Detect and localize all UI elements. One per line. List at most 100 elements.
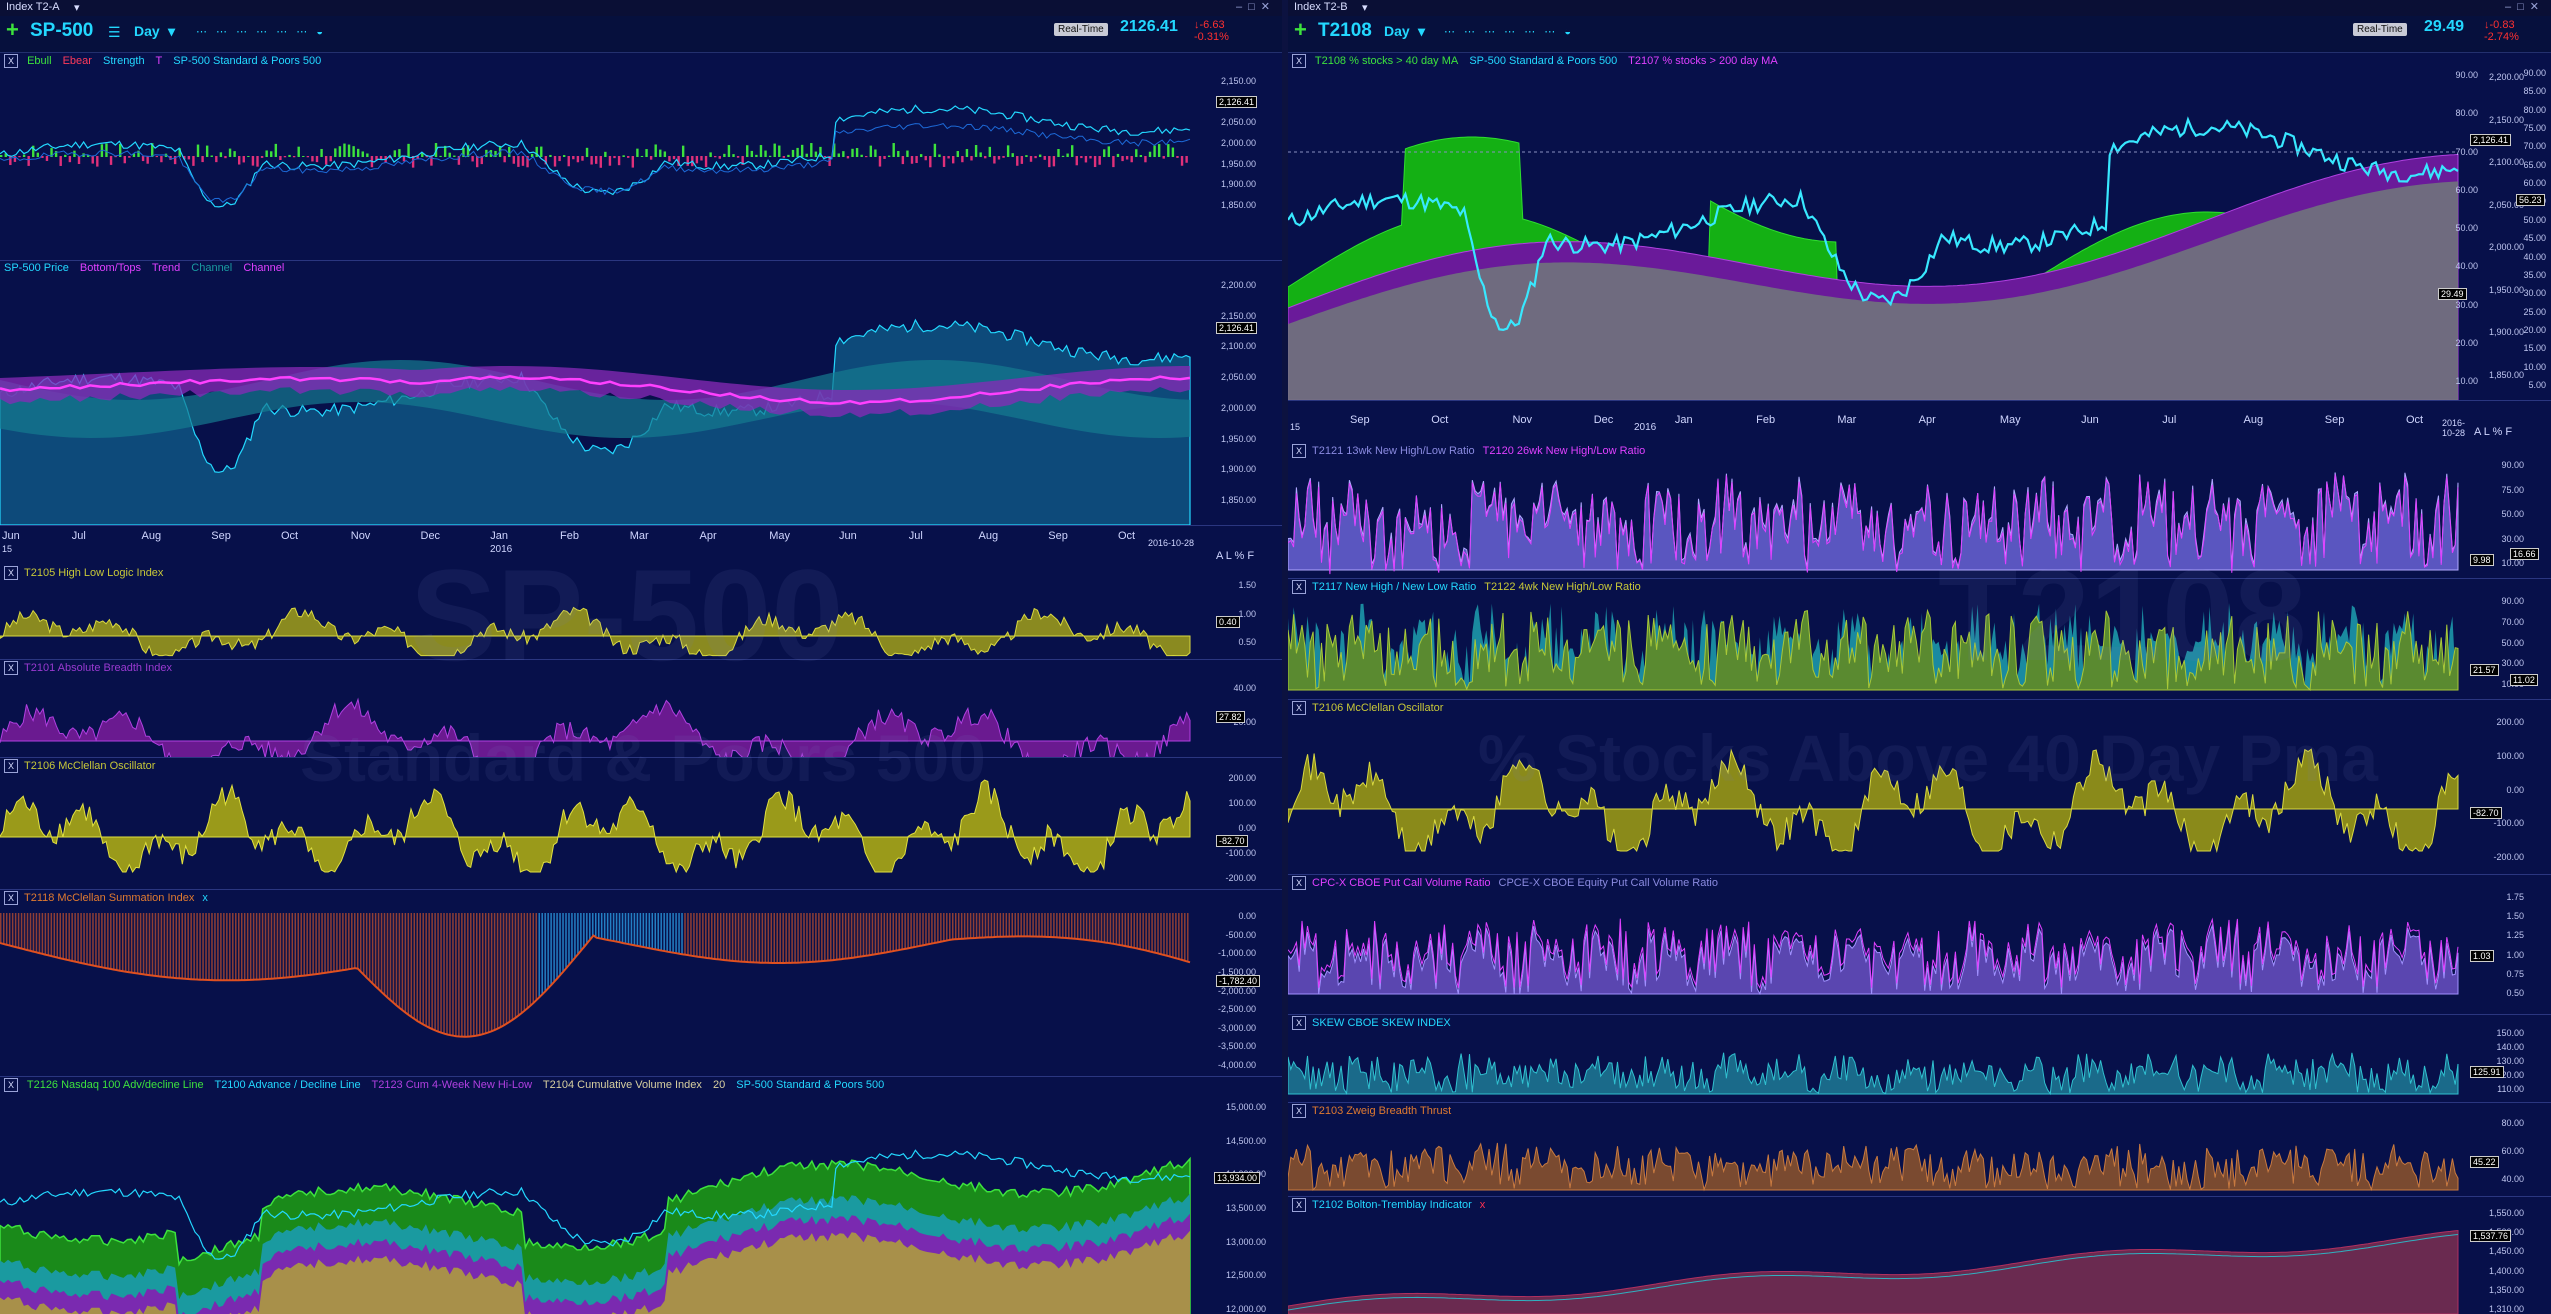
legend-cpc[interactable]: CPC-X CBOE Put Call Volume Ratio xyxy=(1312,877,1491,889)
legend-t2120[interactable]: T2120 26wk New High/Low Ratio xyxy=(1482,445,1646,457)
right-period-select[interactable]: Day xyxy=(1384,23,1410,39)
left-pane-t2105[interactable]: X T2105 High Low Logic Index 1.50 1.00 0.50… xyxy=(0,564,1282,660)
legend-x[interactable]: x xyxy=(1479,1199,1486,1211)
close-icon[interactable]: X xyxy=(4,759,18,773)
left-pane-t2101[interactable]: X T2101 Absolute Breadth Index 40.00 20.00… xyxy=(0,659,1282,758)
legend-t[interactable]: T xyxy=(155,55,163,67)
legend-t2117[interactable]: T2117 New High / New Low Ratio xyxy=(1312,581,1477,593)
right-last-price: 29.49 xyxy=(2424,18,2465,35)
legend-ebear[interactable]: Ebear xyxy=(62,55,92,67)
legend-bottoms-tops[interactable]: Bottom/Tops xyxy=(79,262,142,274)
close-icon[interactable]: ✕ xyxy=(1260,1,1276,13)
dropdown-icon[interactable]: ▾ xyxy=(74,2,80,14)
minimize-icon[interactable]: – xyxy=(1236,1,1249,13)
right-titlebar[interactable]: Index T2-B ▾ –□✕ xyxy=(1288,0,2551,16)
toolbar-icons[interactable]: ⋯ ⋯ ⋯ ⋯ ⋯ ⋯ ◒ xyxy=(1444,26,1574,38)
legend-channel-2[interactable]: Channel xyxy=(243,262,285,274)
legend-t2107[interactable]: T2107 % stocks > 200 day MA xyxy=(1628,55,1778,67)
list-icon[interactable]: ☰ xyxy=(108,24,124,40)
close-icon[interactable]: X xyxy=(1292,1104,1306,1118)
legend-period[interactable]: 20 xyxy=(712,1079,726,1091)
summation-bar xyxy=(380,913,383,993)
close-icon[interactable]: X xyxy=(4,891,18,905)
summation-bar xyxy=(1041,913,1043,937)
scale-controls[interactable]: A L % F xyxy=(1216,550,1255,562)
legend-t2108[interactable]: T2108 % stocks > 40 day MA xyxy=(1314,55,1459,67)
ebull-bar xyxy=(503,156,506,163)
minimize-icon[interactable]: – xyxy=(2505,1,2518,13)
window-controls[interactable]: –□✕ xyxy=(2505,0,2545,13)
window-splitter[interactable] xyxy=(1282,0,1288,1314)
left-pane-t2106[interactable]: X T2106 McClellan Oscillator 200.00 100.00… xyxy=(0,757,1282,890)
scale-controls[interactable]: A L % F xyxy=(2474,426,2513,438)
legend-t2123[interactable]: T2123 Cum 4-Week New Hi-Low xyxy=(371,1079,533,1091)
legend-t2101[interactable]: T2101 Absolute Breadth Index xyxy=(24,662,172,674)
left-pane-ebull[interactable]: X Ebull Ebear Strength T SP-500 Standard… xyxy=(0,52,1282,261)
dropdown-icon[interactable]: ▾ xyxy=(1362,2,1368,14)
legend-sp500[interactable]: SP-500 Standard & Poors 500 xyxy=(173,55,322,67)
right-pane-skew[interactable]: X SKEW CBOE SKEW INDEX 150.00 140.00 130.00… xyxy=(1288,1014,2551,1103)
legend-t2118[interactable]: T2118 McClellan Summation Index xyxy=(24,892,195,904)
left-symbol[interactable]: SP-500 xyxy=(30,20,94,41)
left-pane-t2118[interactable]: X T2118 McClellan Summation Index x 0.00 -5… xyxy=(0,889,1282,1077)
legend-t2122[interactable]: T2122 4wk New High/Low Ratio xyxy=(1484,581,1641,593)
chevron-down-icon[interactable]: ▾ xyxy=(168,23,176,39)
right-pane-cpc[interactable]: X CPC-X CBOE Put Call Volume Ratio CPCE-X … xyxy=(1288,874,2551,1015)
right-pane-t2102[interactable]: X T2102 Bolton-Tremblay Indicator x 1,550.… xyxy=(1288,1196,2551,1314)
legend-sp500[interactable]: SP-500 Standard & Poors 500 xyxy=(1469,55,1618,67)
close-icon[interactable]: X xyxy=(1292,580,1306,594)
maximize-icon[interactable]: □ xyxy=(2517,1,2530,13)
close-icon[interactable]: X xyxy=(1292,54,1306,68)
legend-price[interactable]: SP-500 Price xyxy=(4,262,69,274)
close-icon[interactable]: X xyxy=(1292,444,1306,458)
left-pane-price[interactable]: SP-500 Price Bottom/Tops Trend Channel C… xyxy=(0,260,1282,526)
left-period-select[interactable]: Day xyxy=(134,23,160,39)
legend-cpce[interactable]: CPCE-X CBOE Equity Put Call Volume Ratio xyxy=(1498,877,1718,889)
close-icon[interactable]: X xyxy=(1292,1016,1306,1030)
legend-t2106[interactable]: T2106 McClellan Oscillator xyxy=(1312,702,1444,714)
close-icon[interactable]: X xyxy=(4,661,18,675)
window-controls[interactable]: –□✕ xyxy=(1236,0,1276,13)
left-titlebar[interactable]: Index T2-A ▾ –□✕ xyxy=(0,0,1282,16)
close-icon[interactable]: X xyxy=(4,1078,18,1092)
chevron-down-icon[interactable]: ▾ xyxy=(1418,23,1426,39)
legend-skew[interactable]: SKEW CBOE SKEW INDEX xyxy=(1312,1017,1451,1029)
close-icon[interactable]: X xyxy=(4,566,18,580)
legend-t2104[interactable]: T2104 Cumulative Volume Index xyxy=(542,1079,702,1091)
maximize-icon[interactable]: □ xyxy=(1248,1,1261,13)
close-icon[interactable]: X xyxy=(1292,876,1306,890)
right-realtime-button[interactable]: Real-Time xyxy=(2353,23,2407,36)
legend-t2102[interactable]: T2102 Bolton-Tremblay Indicator xyxy=(1312,1199,1472,1211)
legend-t2106[interactable]: T2106 McClellan Oscillator xyxy=(24,760,156,772)
legend-t2121[interactable]: T2121 13wk New High/Low Ratio xyxy=(1312,445,1475,457)
close-icon[interactable]: X xyxy=(1292,1198,1306,1212)
legend-sp500[interactable]: SP-500 Standard & Poors 500 xyxy=(736,1079,885,1091)
right-pane-t2117[interactable]: X T2117 New High / New Low Ratio T2122 4wk… xyxy=(1288,578,2551,700)
right-pane-t2108[interactable]: X T2108 % stocks > 40 day MA SP-500 Stan… xyxy=(1288,52,2551,401)
legend-t2126[interactable]: T2126 Nasdaq 100 Adv/decline Line xyxy=(26,1079,204,1091)
legend-t2103[interactable]: T2103 Zweig Breadth Thrust xyxy=(1312,1105,1452,1117)
right-pane-t2106[interactable]: X T2106 McClellan Oscillator 200.00 100.00… xyxy=(1288,699,2551,875)
summation-bar xyxy=(464,913,466,1037)
legend-t2100[interactable]: T2100 Advance / Decline Line xyxy=(214,1079,361,1091)
right-pane-t2103[interactable]: X T2103 Zweig Breadth Thrust 80.00 60.00 40… xyxy=(1288,1102,2551,1197)
left-pane-breadth-lines[interactable]: X T2126 Nasdaq 100 Adv/decline Line T210… xyxy=(0,1076,1282,1314)
summation-bar xyxy=(309,913,311,975)
legend-t2105[interactable]: T2105 High Low Logic Index xyxy=(24,567,164,579)
plus-icon[interactable]: + xyxy=(1294,17,1307,42)
legend-trend[interactable]: Trend xyxy=(151,262,181,274)
left-realtime-button[interactable]: Real-Time xyxy=(1054,23,1108,36)
right-pane-t2121[interactable]: X T2121 13wk New High/Low Ratio T2120 26wk… xyxy=(1288,442,2551,579)
close-icon[interactable]: ✕ xyxy=(2529,1,2545,13)
legend-x[interactable]: x xyxy=(202,892,208,904)
date-tick-label: Sep xyxy=(211,530,231,542)
plus-icon[interactable]: + xyxy=(6,17,19,42)
right-symbol[interactable]: T2108 xyxy=(1318,20,1372,41)
legend-strength[interactable]: Strength xyxy=(103,55,145,67)
toolbar-icons[interactable]: ⋯ ⋯ ⋯ ⋯ ⋯ ⋯ ◒ xyxy=(196,26,326,38)
legend-ebull[interactable]: Ebull xyxy=(27,55,52,67)
summation-bar xyxy=(1166,913,1168,957)
legend-channel[interactable]: Channel xyxy=(191,262,233,274)
close-icon[interactable]: X xyxy=(1292,701,1306,715)
close-icon[interactable]: X xyxy=(4,54,18,68)
